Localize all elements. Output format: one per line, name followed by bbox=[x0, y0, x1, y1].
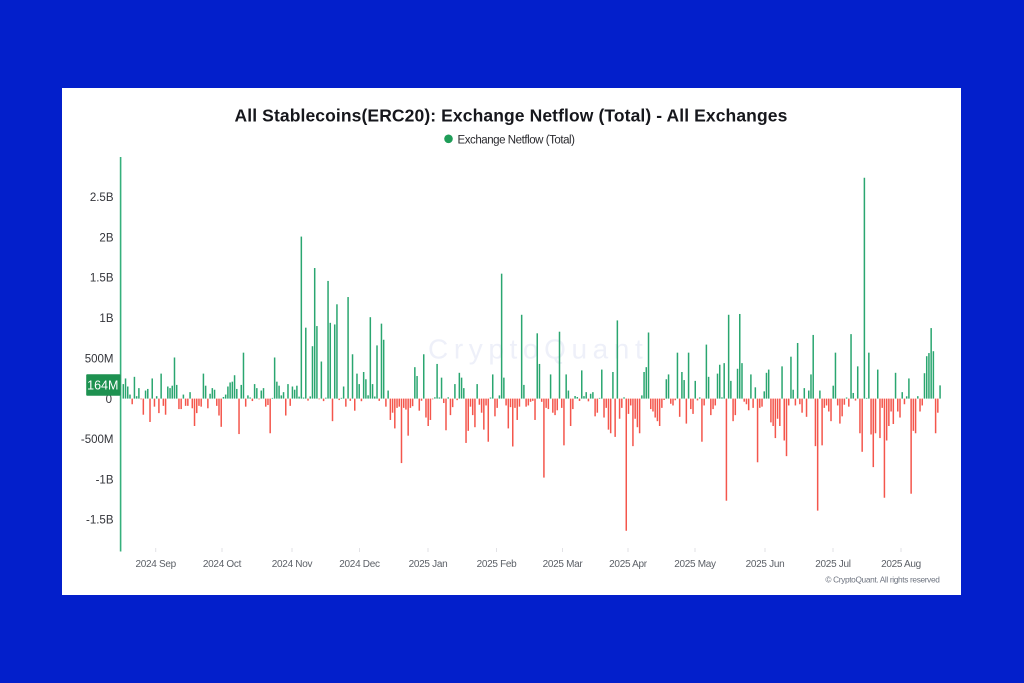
svg-text:2024 Nov: 2024 Nov bbox=[272, 559, 313, 570]
svg-text:2B: 2B bbox=[99, 232, 113, 244]
svg-text:2025 Jul: 2025 Jul bbox=[815, 559, 850, 570]
svg-text:2024 Dec: 2024 Dec bbox=[339, 559, 380, 570]
svg-text:2025 Mar: 2025 Mar bbox=[543, 559, 584, 570]
svg-text:2025 Aug: 2025 Aug bbox=[881, 559, 921, 570]
svg-text:2024 Sep: 2024 Sep bbox=[135, 559, 176, 570]
svg-text:2.5B: 2.5B bbox=[90, 192, 114, 204]
svg-text:All Stablecoins(ERC20): Exchan: All Stablecoins(ERC20): Exchange Netflow… bbox=[235, 106, 788, 126]
svg-text:500M: 500M bbox=[85, 353, 114, 365]
svg-text:CryptoQuant: CryptoQuant bbox=[428, 334, 648, 365]
svg-text:-500M: -500M bbox=[81, 434, 114, 446]
svg-text:0: 0 bbox=[106, 394, 112, 406]
svg-text:© CryptoQuant. All rights rese: © CryptoQuant. All rights reserved bbox=[825, 575, 940, 585]
svg-text:1B: 1B bbox=[99, 313, 113, 325]
svg-text:2025 May: 2025 May bbox=[674, 559, 716, 570]
svg-text:2025 Jan: 2025 Jan bbox=[409, 559, 448, 570]
svg-text:2024 Oct: 2024 Oct bbox=[203, 559, 242, 570]
svg-text:2025 Jun: 2025 Jun bbox=[746, 559, 785, 570]
svg-text:164M: 164M bbox=[87, 379, 118, 393]
svg-text:-1B: -1B bbox=[96, 474, 114, 486]
svg-text:2025 Feb: 2025 Feb bbox=[477, 559, 518, 570]
svg-text:2025 Apr: 2025 Apr bbox=[609, 559, 648, 570]
svg-text:Exchange Netflow (Total): Exchange Netflow (Total) bbox=[458, 134, 576, 146]
svg-text:-1.5B: -1.5B bbox=[86, 515, 114, 527]
svg-text:1.5B: 1.5B bbox=[90, 273, 114, 285]
